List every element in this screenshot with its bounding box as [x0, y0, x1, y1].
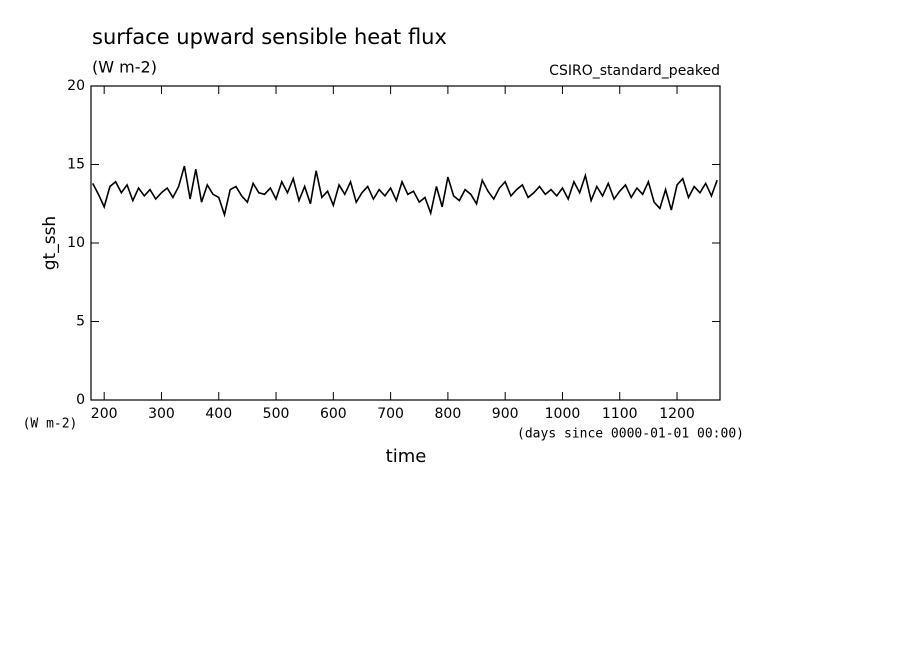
- y-tick-label: 10: [67, 235, 85, 251]
- x-tick-label: 300: [148, 406, 175, 422]
- y-tick-label: 15: [67, 157, 85, 173]
- x-tick-label: 700: [377, 406, 404, 422]
- x-tick-label: 400: [205, 406, 232, 422]
- chart-title: surface upward sensible heat flux: [92, 25, 447, 49]
- x-tick-label: 600: [320, 406, 347, 422]
- x-tick-label: 1200: [659, 406, 695, 422]
- subtitle: (W m-2): [92, 58, 157, 77]
- y-tick-label: 0: [76, 392, 85, 408]
- x-tick-label: 1100: [602, 406, 638, 422]
- plot-frame: [90, 85, 721, 401]
- y-axis-label: gt_ssh: [40, 216, 60, 270]
- y-tick-label: 5: [76, 314, 85, 330]
- y-tick-label: 20: [67, 78, 85, 94]
- x-tick-label: 200: [91, 406, 118, 422]
- annotation: CSIRO_standard_peaked: [549, 63, 720, 79]
- x-units: (days since 0000-01-01 00:00): [517, 427, 744, 442]
- x-tick-label: 1000: [545, 406, 581, 422]
- y-units: (W m-2): [23, 417, 78, 432]
- x-tick-label: 800: [435, 406, 462, 422]
- x-tick-label: 900: [492, 406, 519, 422]
- x-tick-label: 500: [263, 406, 290, 422]
- x-axis-label: time: [386, 446, 427, 467]
- data-line: [92, 165, 718, 218]
